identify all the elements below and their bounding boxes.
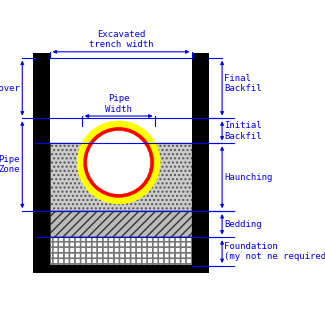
Bar (50, 211, 192, 237)
Bar (33, 265, 209, 273)
Bar (50, 237, 192, 266)
Text: Excavated
trench width: Excavated trench width (89, 30, 153, 49)
Bar (192, 53, 209, 266)
Text: Final
Backfil: Final Backfil (225, 74, 262, 93)
Text: Initial
Backfil: Initial Backfil (225, 121, 262, 141)
Circle shape (83, 127, 154, 198)
Circle shape (88, 132, 150, 193)
Text: Cover: Cover (0, 83, 20, 93)
Bar (33, 53, 50, 266)
Text: Foundation
(my not ne required): Foundation (my not ne required) (225, 242, 325, 261)
Bar (50, 143, 192, 211)
Bar (50, 237, 192, 266)
Bar (50, 237, 192, 266)
Text: Haunching: Haunching (225, 173, 273, 182)
Bar (50, 237, 192, 266)
Text: Pipe
Zone: Pipe Zone (0, 155, 20, 175)
Text: Pipe
Width: Pipe Width (105, 94, 132, 114)
Text: Bedding: Bedding (225, 220, 262, 229)
Bar (50, 143, 192, 211)
Bar (50, 211, 192, 237)
